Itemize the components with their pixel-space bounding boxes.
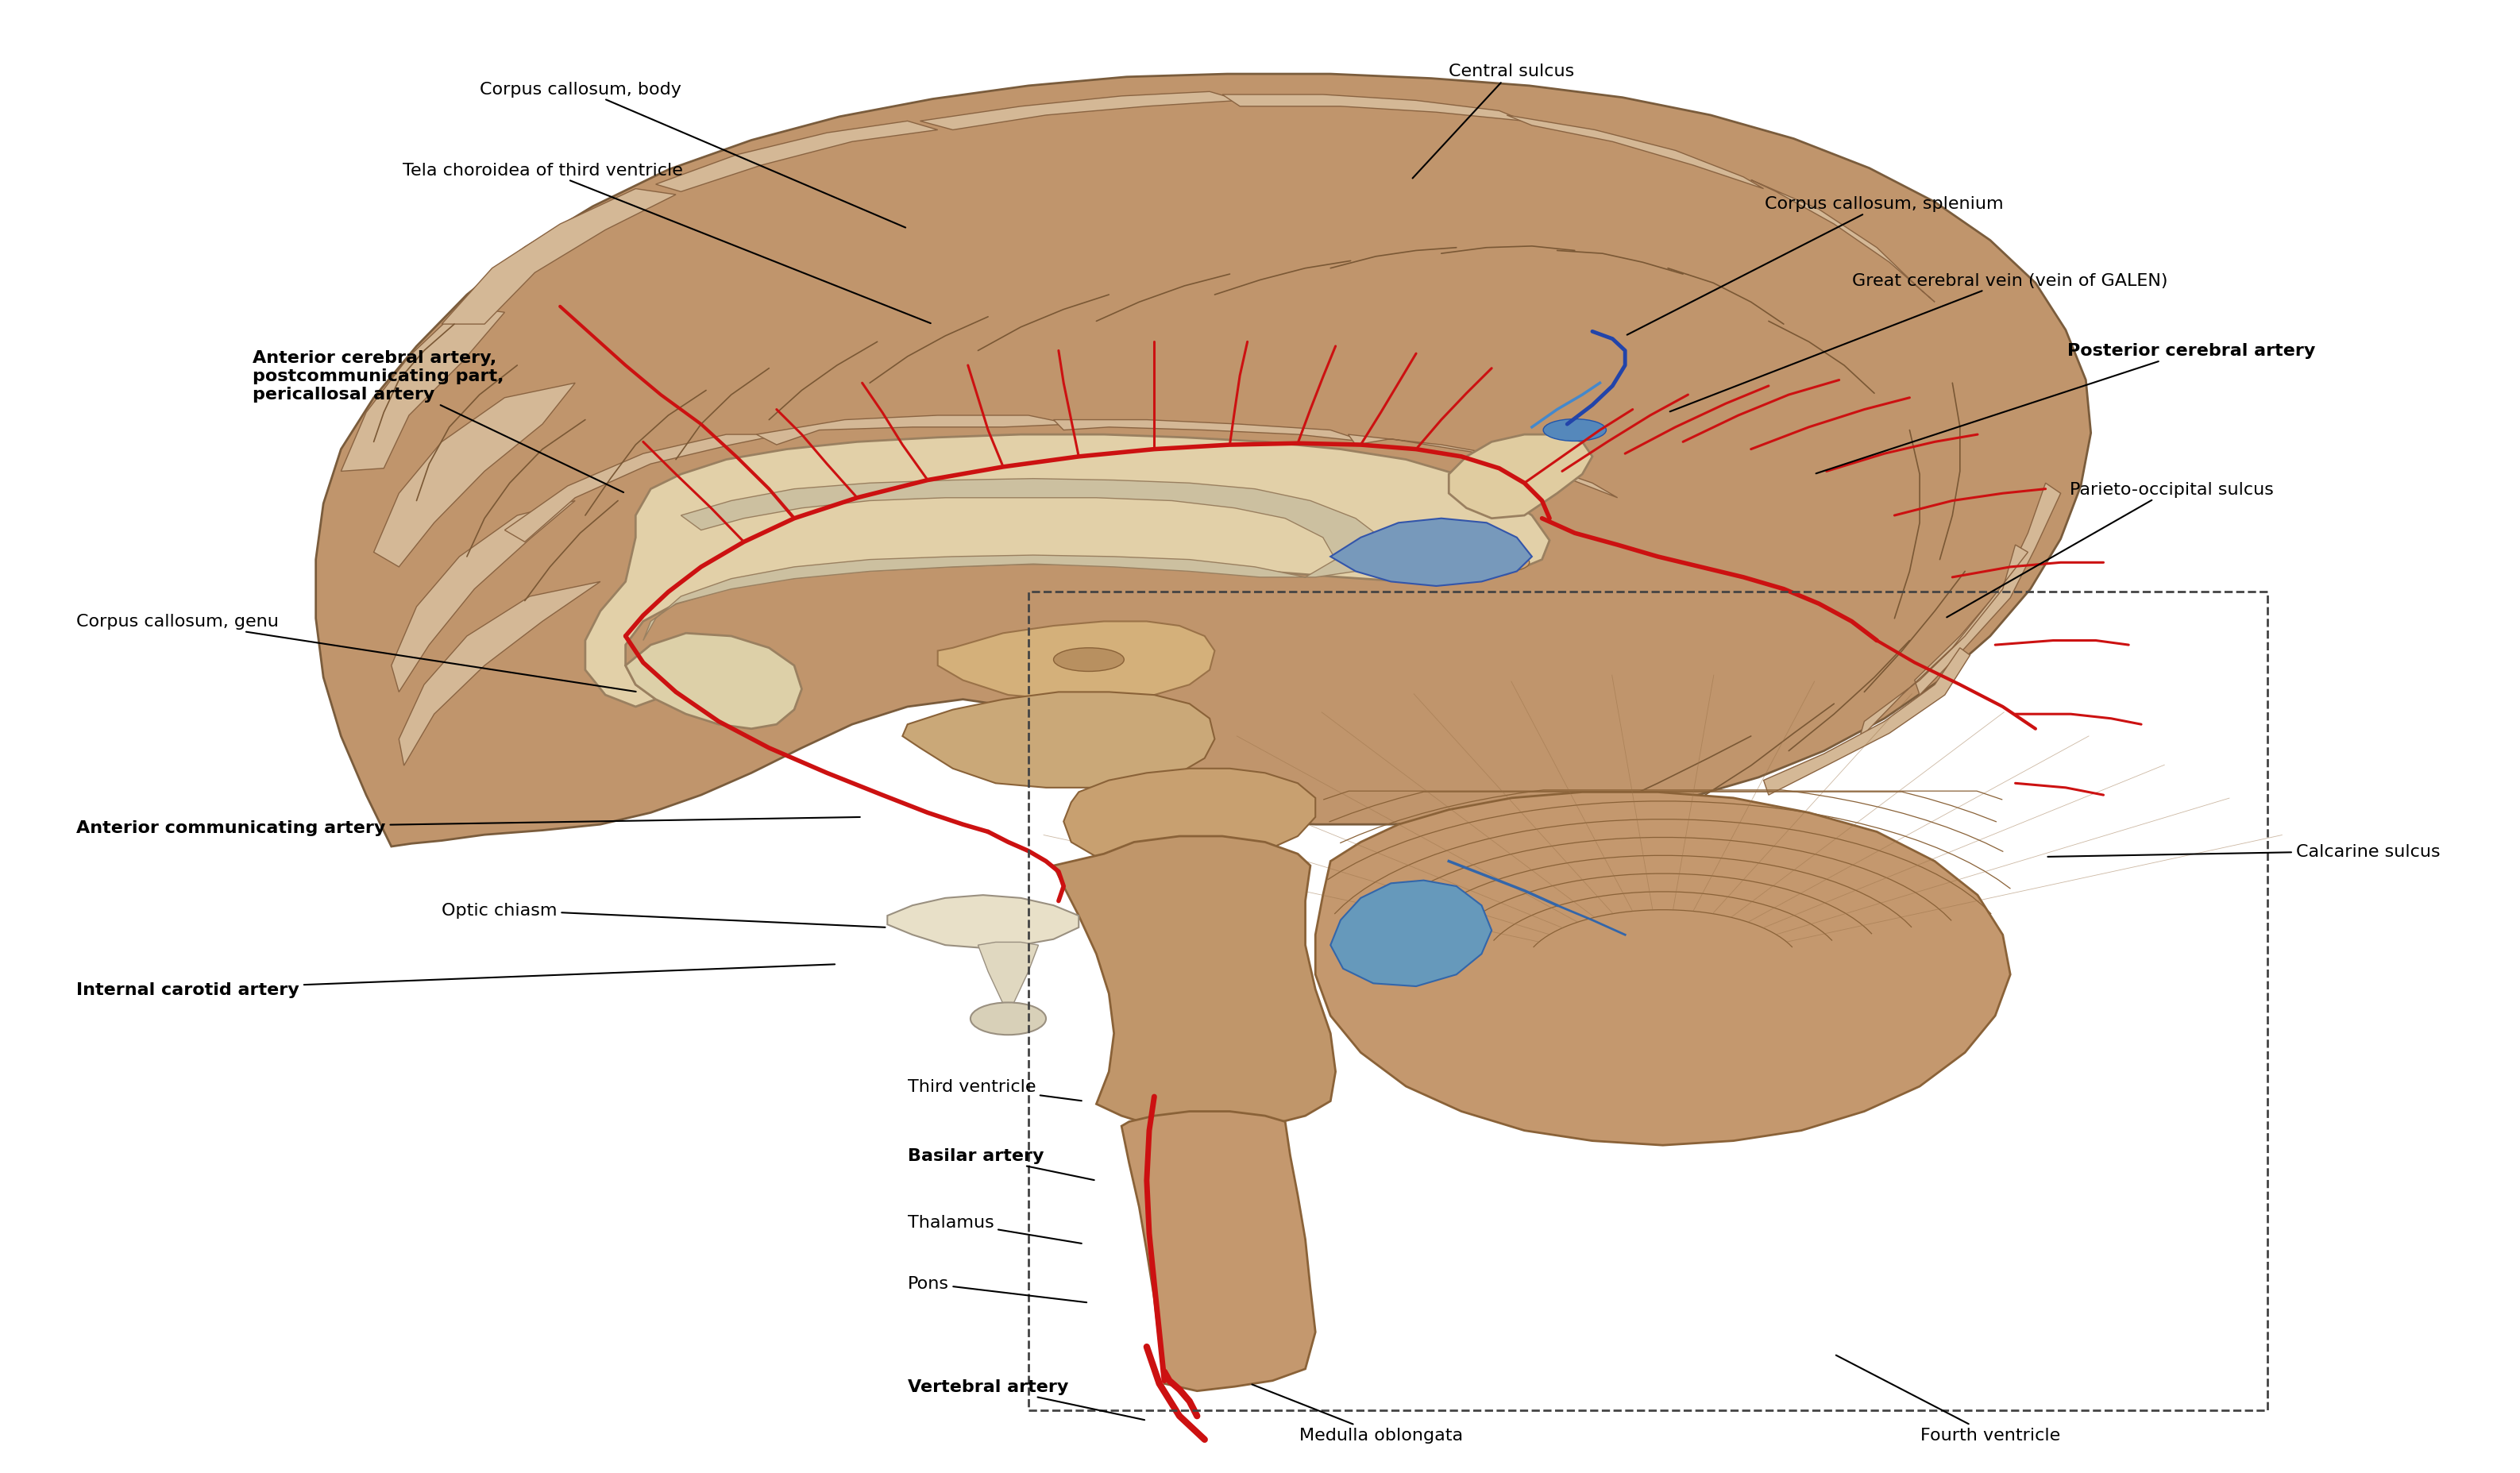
- Text: Corpus callosum, body: Corpus callosum, body: [479, 81, 905, 228]
- Polygon shape: [887, 896, 1079, 949]
- Text: Fourth ventricle: Fourth ventricle: [1837, 1355, 2061, 1444]
- Polygon shape: [1222, 96, 1525, 122]
- Polygon shape: [1751, 181, 1935, 302]
- Text: Central sulcus: Central sulcus: [1414, 63, 1575, 178]
- Polygon shape: [391, 501, 575, 692]
- Text: Great cerebral vein (vein of GALEN): Great cerebral vein (vein of GALEN): [1671, 273, 2167, 412]
- Polygon shape: [920, 93, 1240, 131]
- Text: Thalamus: Thalamus: [907, 1214, 1081, 1243]
- Text: Anterior cerebral artery,
postcommunicating part,
pericallosal artery: Anterior cerebral artery, postcommunicat…: [252, 349, 622, 493]
- Polygon shape: [1053, 837, 1336, 1131]
- Text: Posterior cerebral artery: Posterior cerebral artery: [1817, 343, 2316, 474]
- Polygon shape: [585, 435, 1550, 707]
- Polygon shape: [1315, 792, 2011, 1146]
- Text: Third ventricle: Third ventricle: [907, 1078, 1081, 1100]
- Polygon shape: [1915, 483, 2061, 695]
- Polygon shape: [504, 435, 781, 542]
- Polygon shape: [756, 415, 1071, 445]
- Polygon shape: [978, 943, 1038, 1005]
- Polygon shape: [1764, 648, 1971, 795]
- Polygon shape: [1860, 545, 2029, 739]
- Text: Basilar artery: Basilar artery: [907, 1147, 1094, 1180]
- Polygon shape: [1063, 769, 1315, 866]
- Polygon shape: [398, 582, 600, 766]
- Polygon shape: [373, 383, 575, 567]
- Bar: [1028, 592, 2268, 1410]
- Text: Anterior communicating artery: Anterior communicating artery: [76, 818, 859, 835]
- Polygon shape: [1121, 1112, 1315, 1391]
- Text: Corpus callosum, genu: Corpus callosum, genu: [76, 614, 635, 692]
- Text: Corpus callosum, splenium: Corpus callosum, splenium: [1628, 196, 2003, 336]
- Text: Calcarine sulcus: Calcarine sulcus: [2049, 843, 2439, 859]
- Polygon shape: [643, 479, 1381, 641]
- Text: Tela choroidea of third ventricle: Tela choroidea of third ventricle: [403, 162, 930, 324]
- Polygon shape: [625, 633, 801, 729]
- Text: Optic chiasm: Optic chiasm: [441, 901, 885, 928]
- Text: Pons: Pons: [907, 1276, 1086, 1302]
- Ellipse shape: [970, 1003, 1046, 1036]
- Text: Parieto-occipital sulcus: Parieto-occipital sulcus: [1948, 482, 2273, 617]
- Polygon shape: [937, 622, 1215, 700]
- Text: Internal carotid artery: Internal carotid artery: [76, 965, 834, 997]
- Polygon shape: [655, 122, 937, 193]
- Polygon shape: [1053, 420, 1366, 442]
- Polygon shape: [1507, 116, 1764, 190]
- Text: Vertebral artery: Vertebral artery: [907, 1379, 1144, 1420]
- Ellipse shape: [1542, 420, 1605, 442]
- Polygon shape: [315, 75, 2092, 847]
- Polygon shape: [1449, 435, 1593, 518]
- Polygon shape: [1331, 881, 1492, 987]
- Polygon shape: [441, 190, 675, 324]
- Polygon shape: [1348, 435, 1618, 498]
- Ellipse shape: [1053, 648, 1124, 672]
- Polygon shape: [902, 692, 1215, 788]
- Polygon shape: [1331, 518, 1532, 586]
- Text: Medulla oblongata: Medulla oblongata: [1252, 1385, 1462, 1444]
- Polygon shape: [340, 306, 504, 471]
- Ellipse shape: [1484, 554, 1530, 572]
